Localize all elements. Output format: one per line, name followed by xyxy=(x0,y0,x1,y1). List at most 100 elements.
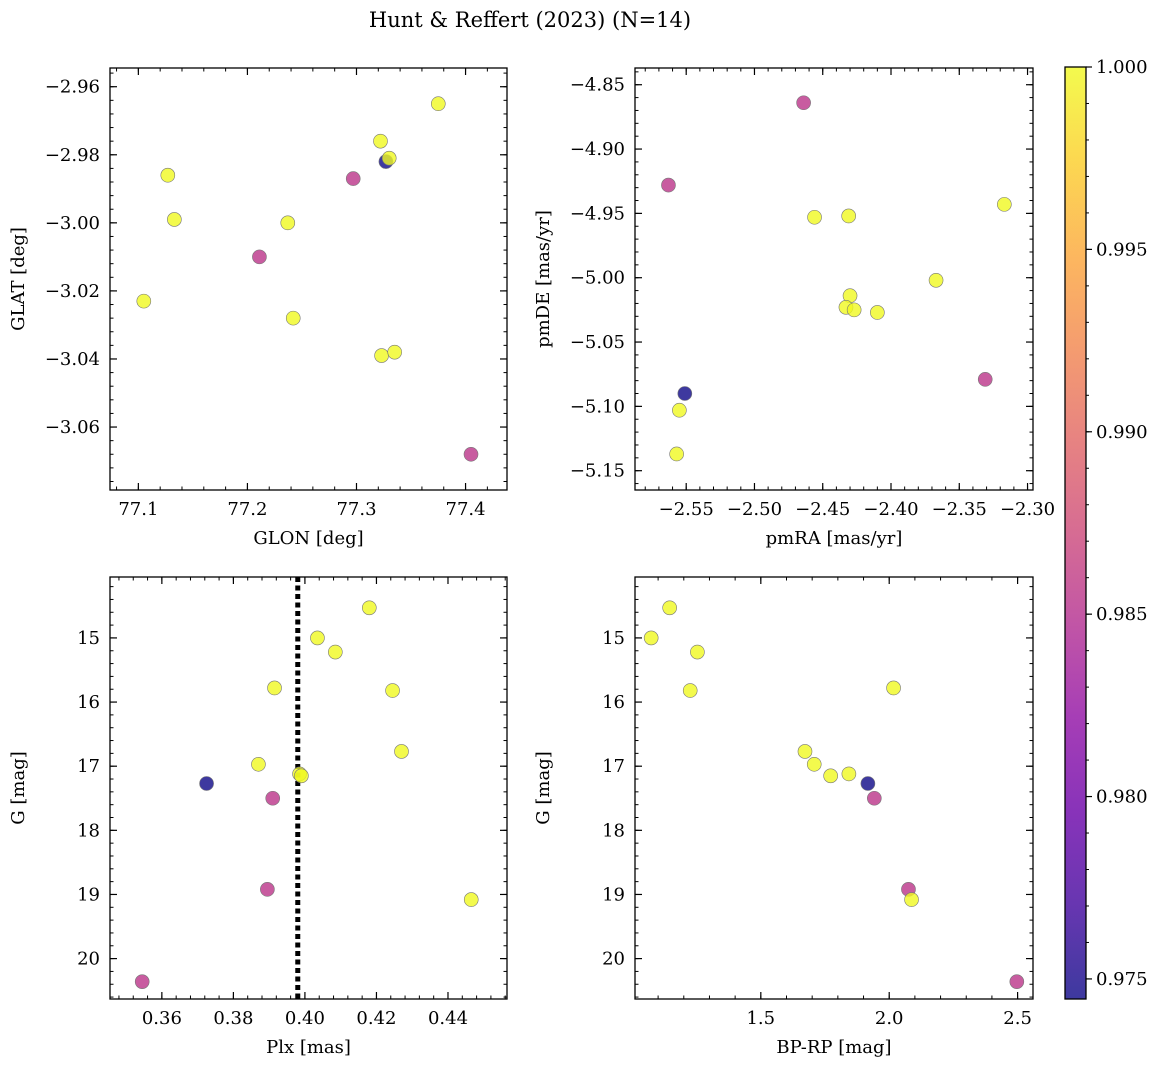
y-tick-label: 19 xyxy=(602,884,625,905)
x-tick-label: 0.38 xyxy=(213,1008,253,1029)
data-point xyxy=(381,150,397,166)
data-point xyxy=(997,197,1012,212)
y-tick-label: −2.96 xyxy=(45,77,100,98)
x-tick-label: 77.1 xyxy=(118,499,158,520)
x-axis-label: Plx [mas] xyxy=(266,1037,351,1058)
x-axis-label: BP-RP [mag] xyxy=(776,1037,891,1058)
data-point xyxy=(167,212,182,227)
panel-parallax-magnitude: 0.36 0.38 0.40 0.42 0.44 15 16 17 18 19 20 Plx [mas… xyxy=(8,576,508,1058)
y-tick-label: −3.06 xyxy=(45,417,100,438)
data-point xyxy=(265,790,281,806)
y-tick-label: −5.00 xyxy=(570,268,625,289)
axes-frame xyxy=(634,67,1034,491)
data-point xyxy=(904,892,919,907)
data-point xyxy=(463,446,479,462)
x-tick-label: 77.3 xyxy=(336,499,376,520)
panel-proper-motion: −2.55 −2.50 −2.45 −2.40 −2.35 −2.30 −5.15 −5.10… xyxy=(533,67,1055,549)
colorbar-tick-label: 1.000 xyxy=(1096,57,1148,78)
colorbar-gradient xyxy=(1065,67,1086,999)
y-tick-label: 17 xyxy=(77,756,100,777)
panel-color-magnitude: 1.5 2.0 2.5 15 16 17 18 19 20 BP-RP [mag] G [mag] xyxy=(533,576,1034,1058)
y-axis-label: G [mag] xyxy=(533,751,554,824)
colorbar-tick-label: 0.990 xyxy=(1096,422,1148,443)
data-point xyxy=(394,744,409,759)
x-tick-label: −2.50 xyxy=(727,499,782,520)
y-tick-label: −4.85 xyxy=(570,75,625,96)
x-tick-label: 0.42 xyxy=(356,1008,396,1029)
data-point xyxy=(294,768,309,784)
colorbar-tick-label: 0.985 xyxy=(1096,604,1148,625)
y-tick-label: 16 xyxy=(77,692,100,713)
data-point xyxy=(345,171,361,186)
data-point xyxy=(280,215,296,231)
y-axis-label: G [mag] xyxy=(8,751,29,824)
x-tick-label: 0.40 xyxy=(285,1008,325,1029)
axes-frame xyxy=(634,576,1034,1000)
colorbar-frame xyxy=(1064,66,1087,1000)
y-tick-label: −5.10 xyxy=(570,396,625,417)
y-tick-label: −2.98 xyxy=(45,145,100,166)
data-point xyxy=(886,680,901,696)
data-point xyxy=(807,209,822,225)
data-point xyxy=(267,680,282,696)
data-point xyxy=(160,167,176,183)
y-tick-label: −4.90 xyxy=(570,139,625,160)
y-tick-label: −3.00 xyxy=(45,213,100,234)
y-tick-label: 15 xyxy=(77,628,100,649)
y-tick-label: 18 xyxy=(77,820,100,841)
colorbar-tick-label: 0.975 xyxy=(1096,969,1148,990)
data-point xyxy=(867,790,882,806)
x-axis-label: GLON [deg] xyxy=(253,528,363,549)
data-point xyxy=(374,348,389,363)
data-point xyxy=(1009,974,1025,989)
y-tick-label: −5.05 xyxy=(570,332,625,353)
data-point xyxy=(136,293,152,309)
colorbar: 0.975 0.980 0.985 0.990 0.995 1.000 xyxy=(1064,57,1148,1000)
data-point xyxy=(977,372,993,387)
data-point xyxy=(430,96,446,112)
data-point xyxy=(285,310,301,326)
data-point xyxy=(841,766,857,782)
data-point xyxy=(199,776,214,791)
y-tick-label: 17 xyxy=(602,756,625,777)
data-point xyxy=(643,630,659,646)
y-tick-label: −3.04 xyxy=(45,349,100,370)
axes-frame xyxy=(109,576,508,1000)
data-point xyxy=(662,600,677,616)
panel-sky-position: 77.1 77.2 77.3 77.4 −3.06 −3.04 −3.02 −3.00 −2.9… xyxy=(8,67,508,549)
y-tick-label: −5.15 xyxy=(570,461,625,482)
y-axis-label: pmDE [mas/yr] xyxy=(533,210,554,348)
data-point xyxy=(860,776,876,791)
x-tick-label: −2.30 xyxy=(1000,499,1055,520)
data-point xyxy=(134,974,150,989)
y-tick-label: 15 xyxy=(602,628,625,649)
data-point xyxy=(677,386,693,401)
y-tick-label: 19 xyxy=(77,884,100,905)
x-tick-label: 2.5 xyxy=(1003,1008,1032,1029)
y-tick-label: 16 xyxy=(602,692,625,713)
colorbar-tick-label: 0.995 xyxy=(1096,239,1148,260)
data-point xyxy=(823,768,838,784)
data-point xyxy=(870,305,885,320)
data-point xyxy=(251,756,266,772)
axes-frame xyxy=(109,67,508,491)
data-point xyxy=(385,683,400,698)
data-point xyxy=(373,133,388,149)
x-tick-label: −2.45 xyxy=(795,499,850,520)
data-point xyxy=(669,446,684,462)
x-tick-label: 2.0 xyxy=(875,1008,904,1029)
x-tick-label: −2.55 xyxy=(659,499,714,520)
x-axis-label: pmRA [mas/yr] xyxy=(766,528,903,549)
data-point xyxy=(841,208,856,224)
y-tick-label: −3.02 xyxy=(45,281,100,302)
data-point xyxy=(362,600,377,616)
x-tick-label: −2.40 xyxy=(863,499,918,520)
x-tick-label: 0.44 xyxy=(428,1008,468,1029)
data-point xyxy=(672,402,687,418)
data-point xyxy=(846,302,862,318)
data-point xyxy=(797,744,813,759)
figure-title: Hunt & Reffert (2023) (N=14) xyxy=(369,8,691,32)
x-tick-label: 1.5 xyxy=(746,1008,775,1029)
x-tick-label: −2.35 xyxy=(932,499,987,520)
